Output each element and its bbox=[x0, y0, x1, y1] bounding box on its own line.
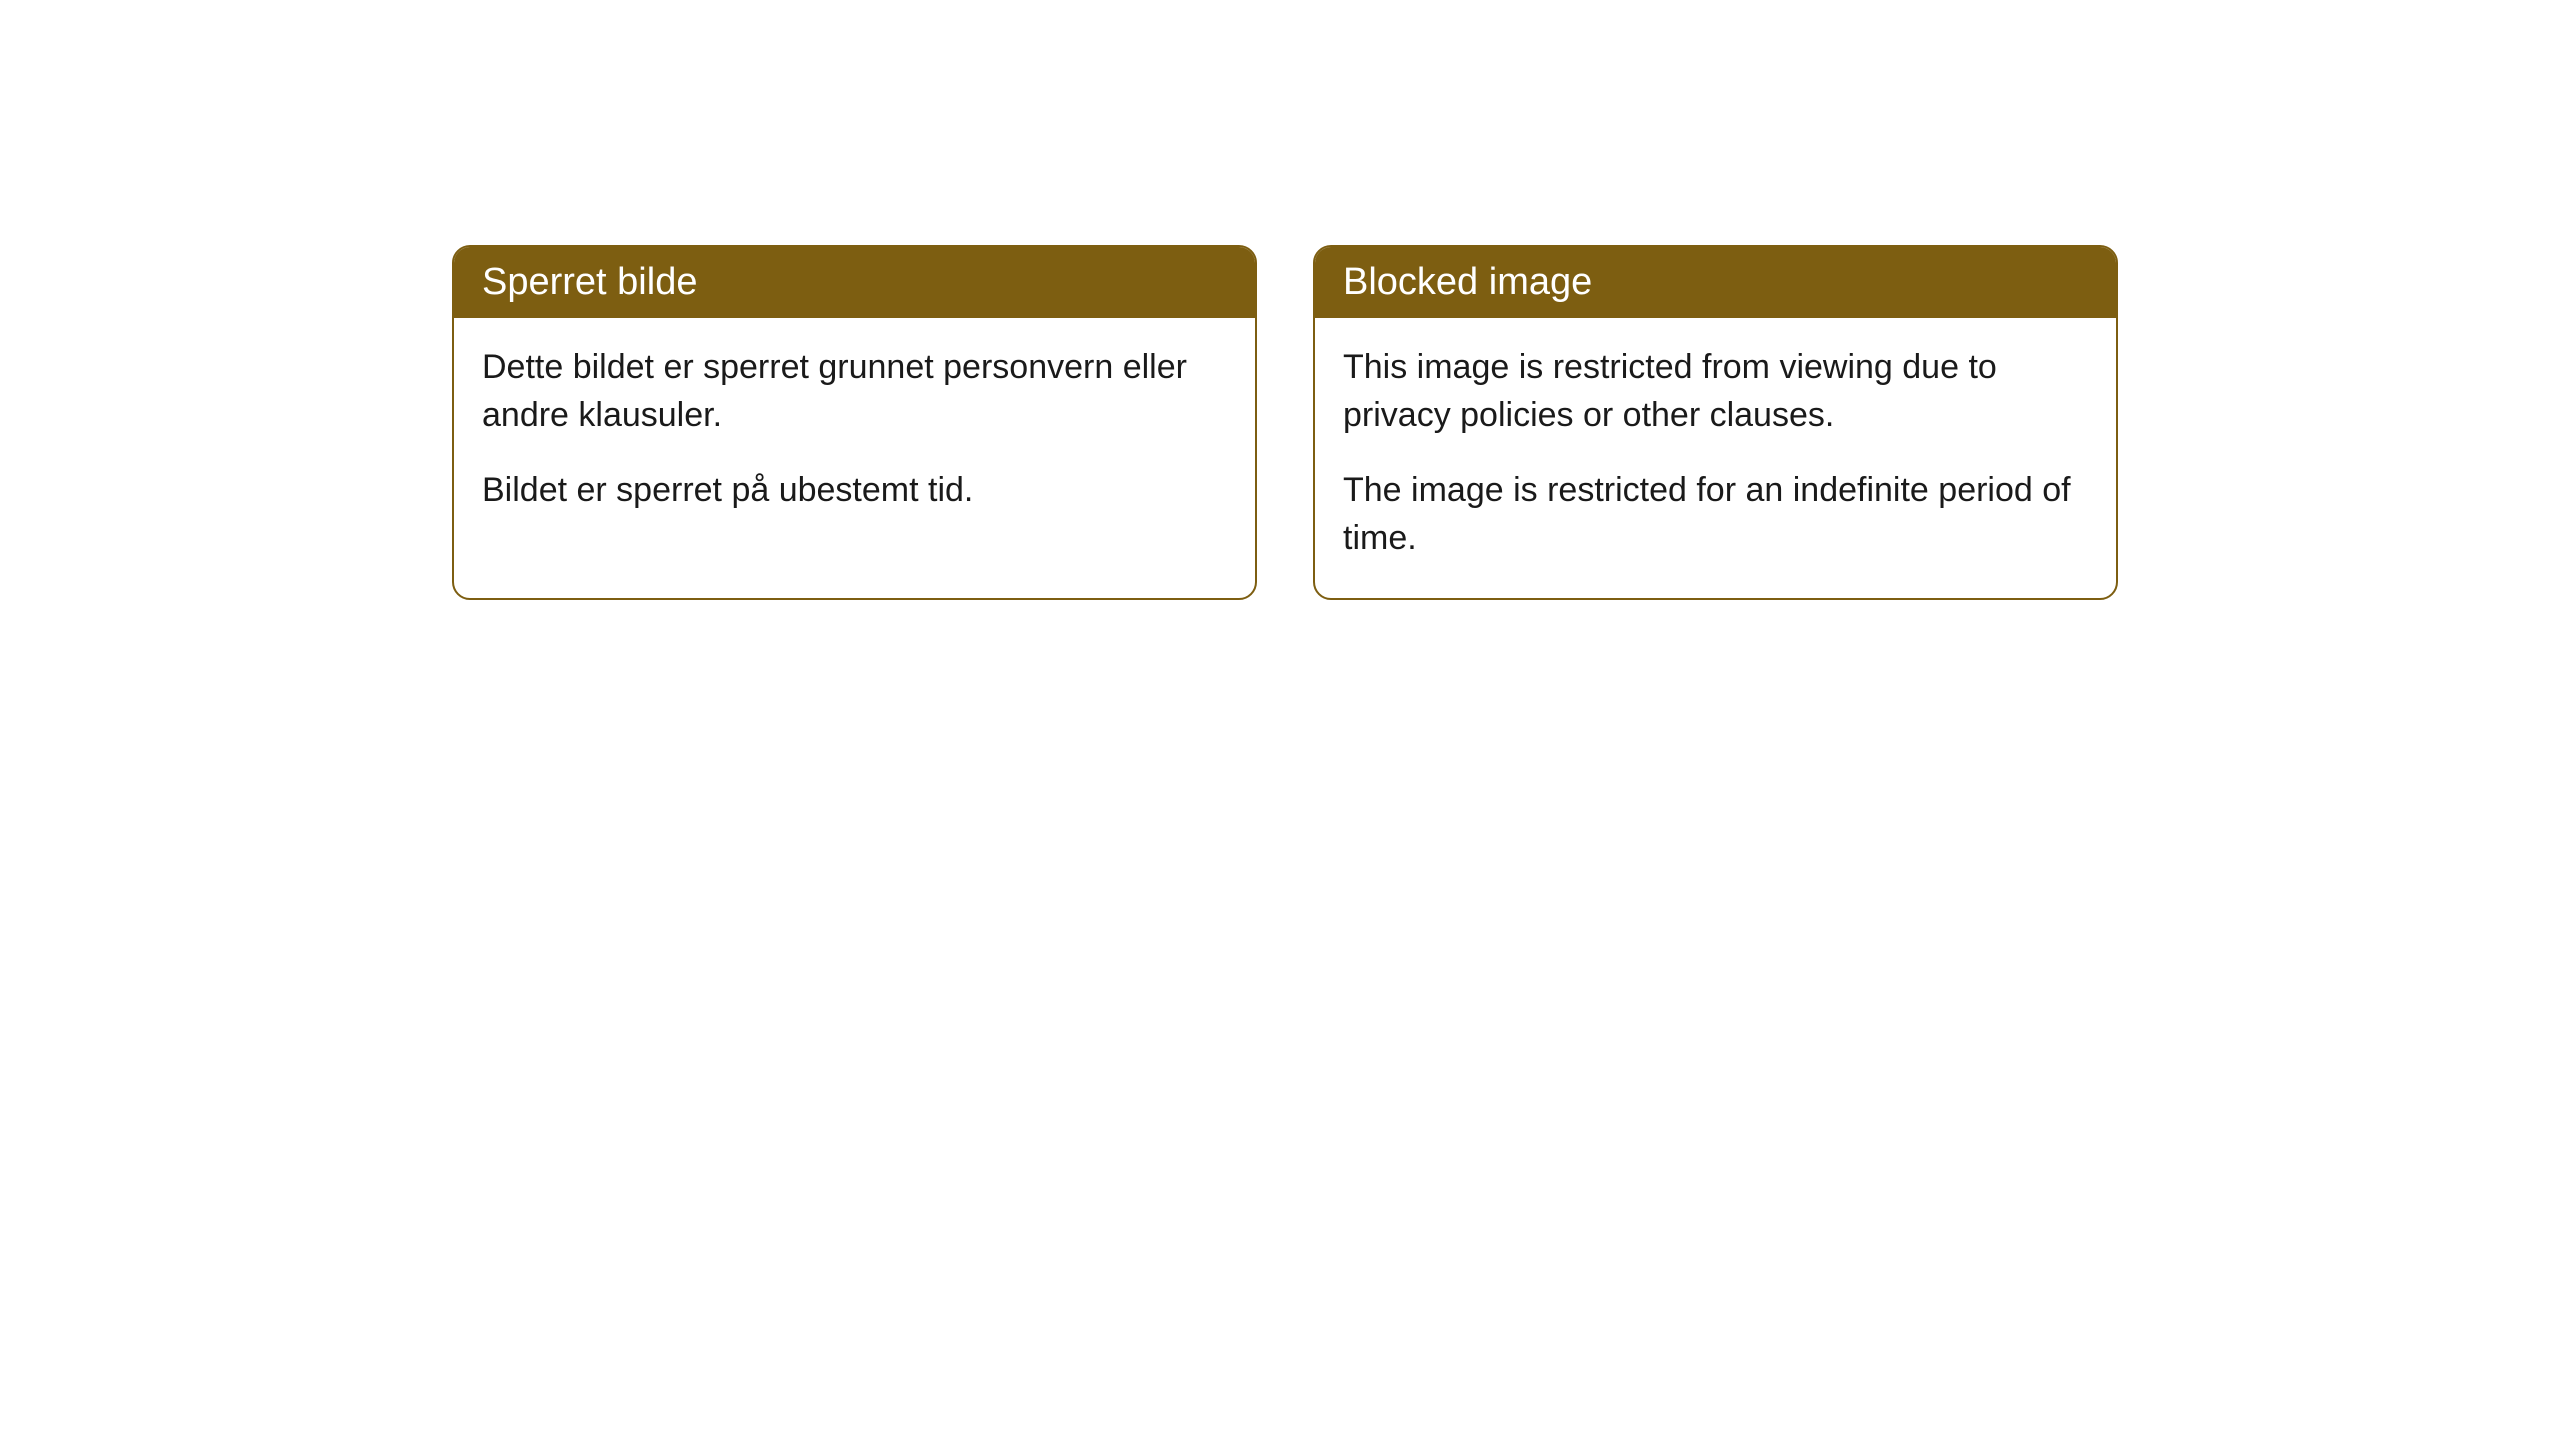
card-body-norwegian: Dette bildet er sperret grunnet personve… bbox=[454, 318, 1255, 551]
card-body-english: This image is restricted from viewing du… bbox=[1315, 318, 2116, 598]
notice-text-1: Dette bildet er sperret grunnet personve… bbox=[482, 344, 1227, 439]
card-title: Blocked image bbox=[1343, 261, 1592, 303]
notice-text-2: The image is restricted for an indefinit… bbox=[1343, 467, 2088, 562]
card-header-norwegian: Sperret bilde bbox=[454, 247, 1255, 318]
notice-text-1: This image is restricted from viewing du… bbox=[1343, 344, 2088, 439]
card-title: Sperret bilde bbox=[482, 261, 697, 303]
card-header-english: Blocked image bbox=[1315, 247, 2116, 318]
blocked-image-card-english: Blocked image This image is restricted f… bbox=[1313, 245, 2118, 600]
notice-cards-container: Sperret bilde Dette bildet er sperret gr… bbox=[452, 245, 2118, 600]
notice-text-2: Bildet er sperret på ubestemt tid. bbox=[482, 467, 1227, 515]
blocked-image-card-norwegian: Sperret bilde Dette bildet er sperret gr… bbox=[452, 245, 1257, 600]
